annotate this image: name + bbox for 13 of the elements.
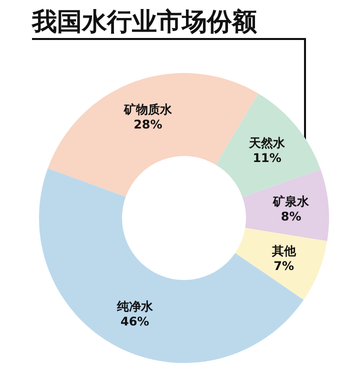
data-label: 8% bbox=[280, 209, 302, 224]
slice-label: 天然水 bbox=[248, 136, 286, 150]
donut-slice bbox=[235, 228, 328, 300]
data-label: 28% bbox=[134, 118, 162, 132]
slice-label: 纯净水 bbox=[116, 300, 154, 314]
slice-label: 其他 bbox=[270, 244, 297, 258]
slice-label: 矿泉水 bbox=[272, 194, 310, 208]
data-label: 46% bbox=[120, 314, 150, 329]
data-label: 7% bbox=[274, 258, 294, 273]
chart-title: 我国水行业市场份额 bbox=[31, 7, 258, 36]
data-label: 11% bbox=[252, 150, 282, 165]
slice-label: 矿物质水 bbox=[122, 102, 173, 117]
donut-slice bbox=[242, 169, 329, 242]
